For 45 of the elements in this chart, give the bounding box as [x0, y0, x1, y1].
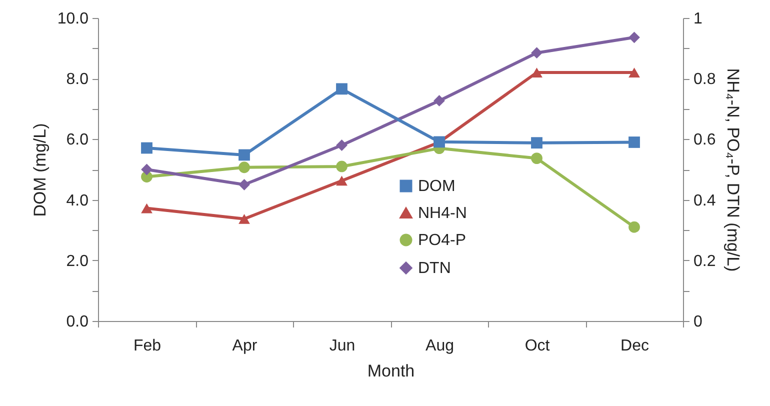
y2-tick-label: 0: [694, 314, 702, 330]
point: [336, 140, 348, 151]
point: [336, 83, 348, 95]
x-tick-label: Dec: [620, 338, 649, 354]
y2-tick-label: 0.8: [694, 71, 716, 88]
y-tick-label: 2.0: [66, 252, 89, 270]
point: [141, 203, 152, 214]
x-tick-label: Oct: [524, 338, 550, 354]
point: [531, 68, 542, 78]
point: [336, 176, 348, 186]
point: [141, 164, 152, 176]
legend-label: NH4-N: [418, 205, 467, 222]
y2-tick-label: 0.4: [694, 192, 716, 210]
point: [238, 178, 250, 190]
y2-tick-label: 1: [694, 10, 702, 28]
y-tick-label: 6.0: [66, 132, 89, 149]
y-tick-label: 4.0: [66, 192, 89, 210]
point: [628, 136, 640, 148]
y2-axis-title: NH₄-N, PO₄-P, DTN (mg/L): [724, 68, 743, 272]
point: [531, 137, 542, 149]
x-tick-label: Aug: [426, 338, 454, 354]
point: [238, 149, 250, 161]
x-tick-label: Apr: [232, 338, 258, 354]
y-tick-label: 8.0: [66, 71, 89, 88]
y-tick-label: 0.0: [66, 314, 89, 330]
legend-label: PO4-P: [418, 232, 466, 249]
point: [141, 142, 152, 154]
point: [336, 160, 348, 172]
y2-tick-label: 0.2: [694, 252, 716, 270]
point: [238, 162, 250, 174]
x-tick-label: Feb: [133, 338, 162, 354]
x-tick-label: Jun: [329, 338, 356, 354]
point: [628, 68, 640, 78]
y-axis-title: DOM (mg/L): [30, 123, 50, 217]
point: [434, 95, 445, 106]
point: [628, 32, 640, 44]
point: [238, 214, 250, 224]
point: [531, 152, 542, 164]
legend-label: DOM: [418, 178, 456, 195]
y2-tick-label: 0.6: [694, 132, 716, 149]
legend-label: DTN: [418, 260, 451, 277]
point: [628, 221, 640, 233]
y-tick-label: 10.0: [57, 10, 89, 28]
x-axis-title: Month: [367, 362, 415, 380]
point: [531, 47, 542, 59]
